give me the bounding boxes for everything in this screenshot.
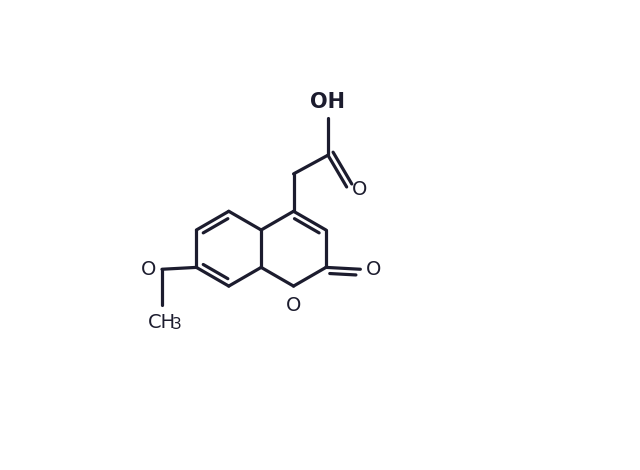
Text: O: O (366, 260, 381, 279)
Text: O: O (352, 180, 367, 199)
Text: CH: CH (148, 313, 176, 332)
Text: O: O (286, 296, 301, 315)
Text: O: O (141, 260, 157, 279)
Text: OH: OH (310, 92, 346, 112)
Text: 3: 3 (172, 317, 182, 332)
